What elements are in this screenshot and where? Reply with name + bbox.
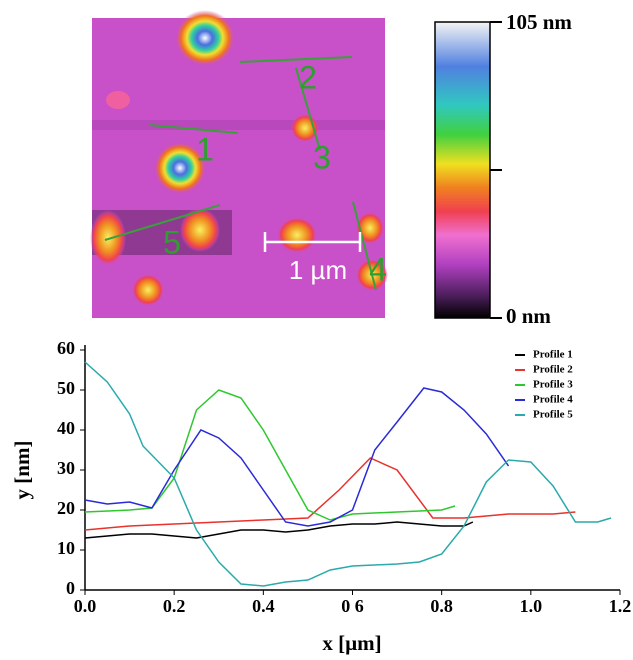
x-tick-label: 1.0	[520, 596, 543, 616]
profile-label: 4	[369, 251, 387, 287]
colorbar: 105 nm 0 nm	[434, 10, 572, 328]
profile-line	[84, 389, 456, 521]
profile-line	[84, 457, 576, 531]
y-tick-label: 40	[57, 418, 75, 438]
x-tick-label: 0 6	[341, 596, 364, 616]
x-tick-label: 0.8	[430, 596, 453, 616]
profile-line	[84, 387, 510, 527]
legend-label: Profile 3	[533, 379, 573, 391]
colorbar-min: 0 nm	[506, 304, 551, 328]
y-tick-label: 10	[57, 538, 75, 558]
x-tick-label: 0.0	[74, 596, 97, 616]
scale-bar-label: 1 µm	[289, 255, 347, 285]
profile-label: 1	[196, 131, 214, 167]
profile-line	[84, 521, 474, 539]
profile-label: 2	[299, 59, 317, 95]
profile-label: 3	[313, 139, 331, 175]
x-tick-label: 0.4	[252, 596, 275, 616]
y-tick-label: 20	[57, 498, 75, 518]
x-tick-label: 0.2	[163, 596, 186, 616]
legend-label: Profile 5	[533, 409, 573, 421]
y-tick-label: 0	[66, 578, 75, 598]
x-axis-label: x [µm]	[322, 631, 381, 655]
profile-label: 5	[163, 224, 181, 260]
colorbar-max: 105 nm	[506, 10, 572, 34]
legend-label: Profile 4	[533, 394, 573, 406]
y-tick-label: 30	[57, 458, 75, 478]
afm-image: 1 2 3 4 5 1 µm	[90, 10, 388, 318]
y-tick-label: 60	[57, 338, 75, 358]
x-tick-label: 1.2	[609, 596, 632, 616]
y-tick-label: 50	[57, 378, 75, 398]
y-axis-label: y [nm]	[10, 441, 34, 500]
legend-label: Profile 1	[533, 349, 573, 361]
legend-label: Profile 2	[533, 364, 573, 376]
profile-line	[84, 361, 612, 587]
